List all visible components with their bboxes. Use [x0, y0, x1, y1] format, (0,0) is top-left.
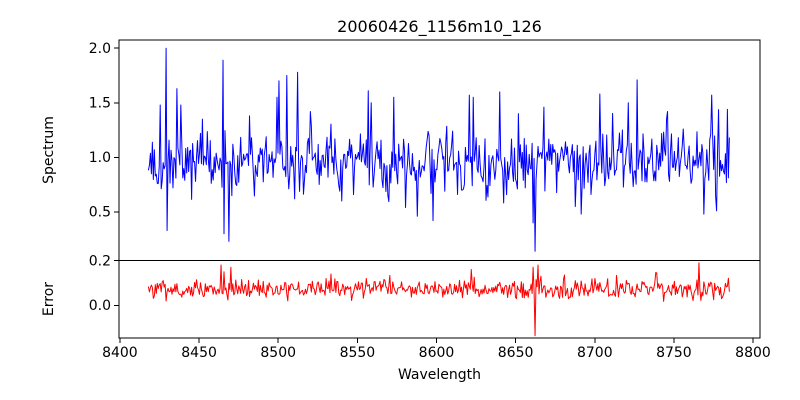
x-tick-label: 8700 [577, 345, 613, 361]
spectrum-y-tick-label: 0.5 [89, 205, 111, 221]
spectrum-panel [118, 39, 761, 261]
error-panel [118, 260, 761, 339]
x-tick-label: 8600 [419, 345, 455, 361]
x-tick-label: 8800 [735, 345, 771, 361]
chart-title: 20060426_1156m10_126 [337, 17, 542, 37]
spectrum-y-tick-label: 1.5 [89, 96, 111, 112]
x-tick-label: 8650 [498, 345, 534, 361]
x-tick-label: 8500 [260, 345, 296, 361]
error-y-tick-label: 0.0 [89, 298, 111, 314]
x-axis-label: Wavelength [398, 367, 481, 383]
error-series-line [147, 262, 730, 337]
x-tick-label: 8550 [340, 345, 376, 361]
error-y-tick-label: 0.2 [89, 253, 111, 269]
spectrum-y-axis-label: Spectrum [41, 116, 57, 184]
x-tick-label: 8750 [656, 345, 692, 361]
error-y-axis-label: Error [41, 282, 57, 316]
ticks-layer: 8400 8450 8500 8550 8600 8650 8700 8750 8800 0.5 1… [89, 41, 771, 361]
spectrum-y-tick-label: 1.0 [89, 150, 111, 166]
x-tick-label: 8400 [102, 345, 138, 361]
x-tick-label: 8450 [181, 345, 217, 361]
spectrum-y-tick-label: 2.0 [89, 41, 111, 57]
spectrum-series-line [147, 47, 730, 252]
